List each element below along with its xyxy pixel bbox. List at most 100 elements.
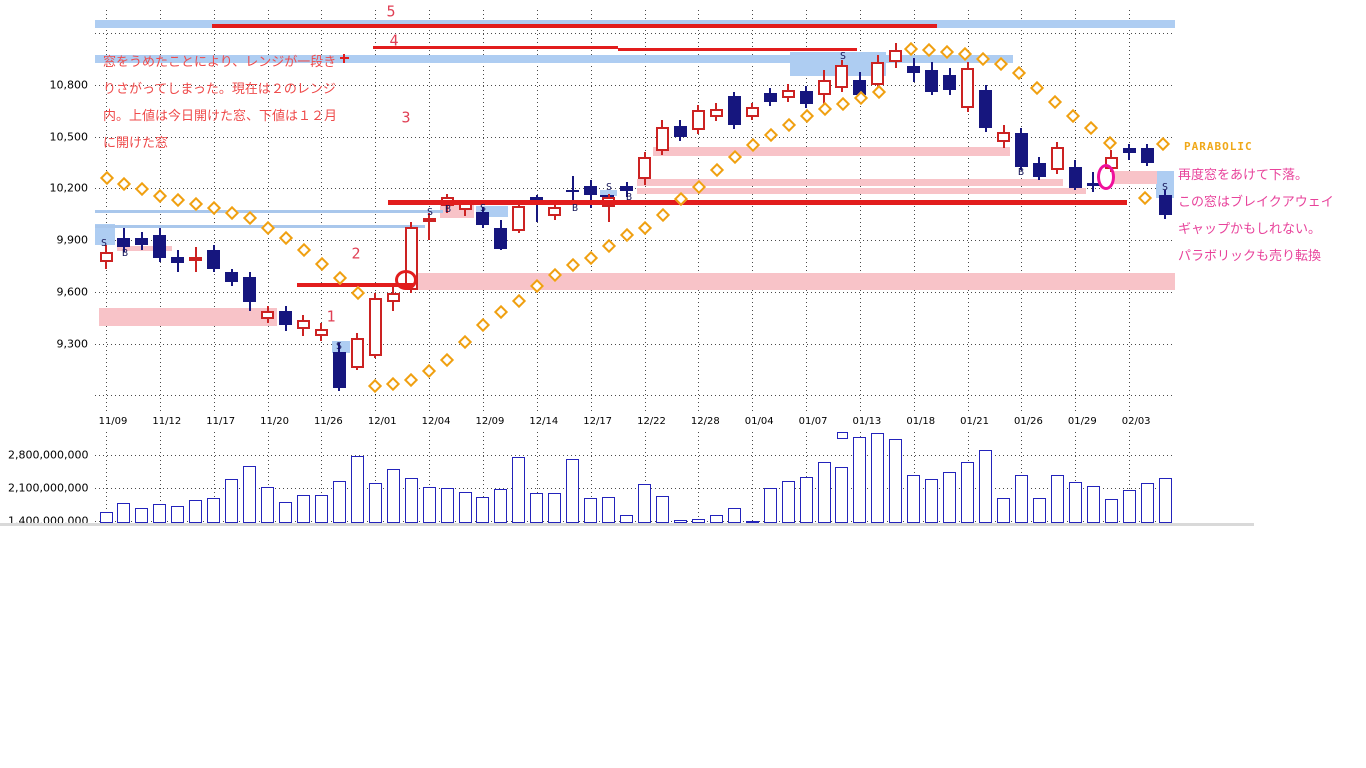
support-line-blue[interactable] bbox=[95, 210, 443, 213]
volume-bar bbox=[422, 487, 436, 523]
gap-window-band[interactable] bbox=[600, 190, 617, 196]
volume-bar bbox=[727, 508, 741, 523]
volume-bar bbox=[1158, 478, 1172, 523]
candle-body-down bbox=[727, 96, 741, 126]
volume-bar bbox=[1032, 497, 1046, 523]
parabolic-sar-dot bbox=[583, 250, 599, 266]
candle-body-down bbox=[1068, 166, 1082, 188]
candle-wick-down bbox=[571, 176, 574, 204]
parabolic-sar-dot bbox=[134, 181, 150, 197]
date-axis-label: 11/20 bbox=[260, 416, 289, 427]
parabolic-sar-dot bbox=[224, 205, 240, 221]
gap-window-band[interactable] bbox=[637, 188, 1086, 194]
buy-signal-marker: B bbox=[571, 203, 579, 214]
candle-body-down bbox=[243, 277, 257, 303]
volume-bar bbox=[296, 495, 310, 523]
date-gridline bbox=[1075, 10, 1077, 412]
left-annotation-note[interactable]: 窓をうめたことにより、レンジが一段き りさがってしまった。現在は２のレンジ 内。… bbox=[103, 49, 337, 157]
window-number-label[interactable]: 5 bbox=[386, 2, 396, 21]
volume-highlight-box[interactable] bbox=[837, 432, 848, 439]
volume-bar bbox=[1050, 475, 1064, 523]
date-axis-label: 11/09 bbox=[98, 416, 128, 427]
gap-window-band[interactable] bbox=[332, 341, 350, 353]
volume-bar bbox=[620, 515, 634, 523]
support-line-blue[interactable] bbox=[95, 225, 425, 228]
date-axis-label: 01/13 bbox=[852, 416, 882, 427]
parabolic-sar-dot bbox=[781, 117, 797, 133]
parabolic-sar-dot bbox=[457, 334, 473, 350]
gap-window-band[interactable] bbox=[476, 206, 508, 217]
candle-wick-down bbox=[1092, 172, 1095, 192]
resistance-line-red[interactable] bbox=[212, 24, 937, 28]
gap-window-band[interactable] bbox=[1112, 171, 1157, 184]
date-axis-label: 11/17 bbox=[206, 416, 236, 427]
candle-wick-up bbox=[607, 193, 610, 222]
volume-bar bbox=[817, 462, 831, 523]
volume-bar bbox=[907, 475, 921, 523]
small-cross-annotation[interactable] bbox=[343, 54, 345, 63]
volume-bar bbox=[925, 479, 939, 523]
date-axis-label: 11/12 bbox=[152, 416, 182, 427]
gap-window-band[interactable] bbox=[99, 308, 277, 326]
resistance-line-red[interactable] bbox=[618, 48, 857, 51]
date-gridline bbox=[590, 432, 592, 523]
date-gridline bbox=[590, 10, 592, 412]
volume-bar bbox=[781, 480, 795, 523]
window-number-label[interactable]: 2 bbox=[351, 244, 361, 263]
candle-body-down bbox=[1032, 162, 1046, 178]
candle-body-down bbox=[153, 234, 167, 259]
resistance-line-red[interactable] bbox=[297, 283, 413, 287]
date-gridline bbox=[913, 10, 915, 412]
gap-window-band[interactable] bbox=[653, 147, 1010, 156]
volume-bar bbox=[476, 496, 490, 523]
buy-signal-marker: B bbox=[121, 248, 129, 259]
resistance-line-red[interactable] bbox=[373, 46, 618, 49]
date-gridline bbox=[429, 432, 431, 523]
price-axis-label: 10,800 bbox=[49, 78, 89, 92]
volume-bar bbox=[602, 496, 616, 523]
candle-body-down bbox=[476, 211, 490, 225]
sell-signal-marker: S bbox=[839, 51, 847, 62]
date-axis-label: 01/04 bbox=[744, 416, 774, 427]
gap-window-band[interactable] bbox=[1156, 171, 1174, 198]
resistance-line-red[interactable] bbox=[388, 200, 1127, 205]
gap-window-band[interactable] bbox=[418, 273, 1175, 290]
volume-bar bbox=[350, 455, 364, 523]
price-axis-label: 9,600 bbox=[56, 285, 89, 299]
magenta-circle-annotation[interactable] bbox=[1097, 164, 1115, 190]
candle-body-up bbox=[871, 61, 885, 85]
date-axis-label: 12/01 bbox=[367, 416, 397, 427]
price-axis-label: 9,300 bbox=[56, 337, 89, 350]
candle-body-up bbox=[189, 257, 203, 262]
parabolic-sar-dot bbox=[1137, 190, 1153, 206]
gap-window-band[interactable] bbox=[600, 195, 614, 197]
note-line: ギャップかもしれない。 bbox=[1178, 222, 1322, 237]
candle-body-up bbox=[422, 217, 436, 222]
gap-window-band[interactable] bbox=[95, 55, 1013, 63]
date-gridline bbox=[106, 432, 107, 523]
right-annotation-note[interactable]: 再度窓をあけて下落。 この窓はブレイクアウェイ ギャップかもしれない。 パラボリ… bbox=[1178, 162, 1334, 270]
date-gridline bbox=[752, 432, 754, 523]
red-circle-annotation[interactable] bbox=[395, 270, 417, 290]
date-axis-label: 01/26 bbox=[1014, 416, 1043, 427]
volume-bar bbox=[853, 437, 867, 523]
date-axis-label: 12/14 bbox=[529, 416, 559, 427]
parabolic-sar-dot bbox=[1102, 135, 1118, 151]
note-line: りさがってしまった。現在は２のレンジ bbox=[103, 82, 336, 97]
candle-body-up bbox=[512, 205, 526, 232]
window-number-label[interactable]: 3 bbox=[401, 108, 411, 127]
window-number-label[interactable]: 1 bbox=[326, 307, 336, 326]
gap-window-band[interactable] bbox=[95, 224, 115, 245]
parabolic-sar-dot bbox=[1029, 80, 1045, 96]
gap-window-band[interactable] bbox=[117, 246, 172, 251]
gap-window-band[interactable] bbox=[637, 179, 1063, 186]
parabolic-sar-dot bbox=[314, 256, 330, 272]
parabolic-sar-dot bbox=[1083, 120, 1099, 136]
volume-bar bbox=[494, 488, 508, 523]
window-number-label[interactable]: 4 bbox=[389, 31, 399, 50]
parabolic-sar-dot bbox=[511, 293, 527, 309]
candle-body-up bbox=[745, 107, 759, 117]
candle-body-up bbox=[709, 109, 723, 117]
